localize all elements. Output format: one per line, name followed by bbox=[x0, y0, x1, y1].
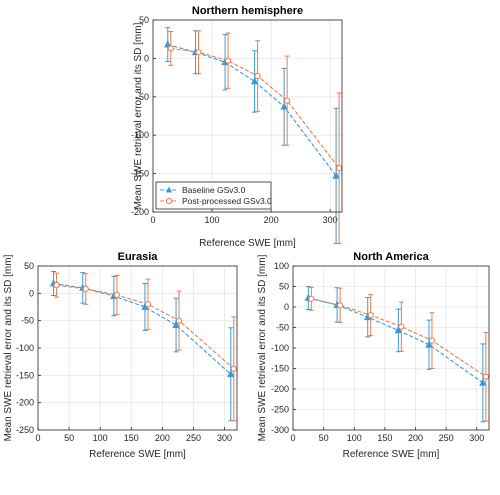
x-tick-label: 250 bbox=[439, 433, 454, 443]
data-point-circle bbox=[398, 323, 405, 330]
data-point-triangle bbox=[425, 340, 433, 348]
y-axis-label: Mean SWE retrieval error and its SD [mm] bbox=[3, 254, 14, 441]
y-tick-label: -300 bbox=[271, 425, 289, 435]
y-tick-label: -200 bbox=[16, 398, 34, 408]
data-point-circle bbox=[113, 291, 120, 299]
x-tick-label: 50 bbox=[64, 433, 74, 443]
y-axis-label: Mean SWE retrieval error and its SD [mm] bbox=[257, 254, 268, 441]
data-point-triangle bbox=[227, 369, 235, 378]
y-tick-label: 50 bbox=[279, 282, 289, 292]
data-point-circle bbox=[335, 165, 343, 172]
data-point-triangle bbox=[394, 325, 402, 334]
x-tick-label: 0 bbox=[150, 215, 155, 225]
legend-triangle-marker bbox=[166, 186, 172, 193]
y-tick-label: -150 bbox=[16, 370, 34, 380]
x-axis-label: Reference SWE [mm] bbox=[343, 449, 440, 460]
y-tick-label: -200 bbox=[271, 384, 289, 394]
y-tick-label: 0 bbox=[29, 288, 34, 298]
data-point-triangle bbox=[479, 378, 487, 386]
legend-circle-marker bbox=[165, 197, 173, 205]
series-post-processed bbox=[308, 286, 489, 422]
x-tick-label: 150 bbox=[124, 433, 139, 443]
plot-frame bbox=[152, 19, 343, 213]
data-point-triangle bbox=[280, 102, 288, 110]
x-tick-label: 300 bbox=[469, 433, 484, 443]
x-tick-label: 200 bbox=[408, 433, 423, 443]
series-line bbox=[311, 298, 487, 378]
x-tick-label: 300 bbox=[217, 433, 232, 443]
data-point-triangle bbox=[164, 40, 172, 48]
x-tick-label: 300 bbox=[323, 215, 338, 225]
data-point-circle bbox=[367, 312, 374, 319]
y-tick-label: -150 bbox=[131, 169, 149, 179]
y-axis-label: Mean SWE retrieval error and its SD [mm] bbox=[133, 22, 144, 209]
data-point-circle bbox=[254, 72, 261, 80]
x-tick-label: 0 bbox=[290, 433, 295, 443]
data-point-triangle bbox=[250, 77, 259, 85]
y-tick-label: -50 bbox=[136, 92, 149, 102]
y-tick-label: 100 bbox=[274, 261, 289, 271]
y-tick-label: -200 bbox=[131, 207, 149, 217]
data-point-circle bbox=[82, 285, 89, 293]
x-axis-label: Reference SWE [mm] bbox=[89, 449, 186, 460]
data-point-circle bbox=[53, 282, 60, 289]
data-point-circle bbox=[195, 49, 202, 56]
data-point-circle bbox=[224, 57, 232, 64]
series-line bbox=[53, 282, 232, 375]
y-tick-label: 0 bbox=[144, 53, 149, 63]
y-tick-label: -100 bbox=[16, 343, 34, 353]
data-point-triangle bbox=[332, 171, 340, 179]
legend-label: Post-processed GSv3.0 bbox=[182, 196, 272, 206]
data-point-circle bbox=[428, 337, 436, 344]
data-point-circle bbox=[308, 295, 315, 302]
y-tick-label: -250 bbox=[16, 425, 34, 435]
chart-title: Northern hemisphere bbox=[192, 5, 303, 17]
data-point-circle bbox=[482, 373, 489, 380]
series-post-processed bbox=[53, 272, 237, 422]
x-tick-label: 250 bbox=[186, 433, 201, 443]
x-tick-label: 200 bbox=[264, 215, 279, 225]
y-tick-label: -50 bbox=[21, 316, 34, 326]
series-post-processed bbox=[167, 30, 343, 244]
y-tick-label: -50 bbox=[276, 323, 289, 333]
x-tick-label: 100 bbox=[347, 433, 362, 443]
x-tick-label: 100 bbox=[205, 215, 220, 225]
y-tick-label: 0 bbox=[284, 302, 289, 312]
plot-frame bbox=[292, 265, 490, 431]
x-axis-label: Reference SWE [mm] bbox=[199, 238, 296, 249]
data-point-circle bbox=[175, 317, 183, 324]
plot-area bbox=[153, 20, 342, 212]
chart-title: Eurasia bbox=[118, 251, 159, 263]
series-line bbox=[170, 47, 340, 169]
data-point-circle bbox=[337, 302, 344, 309]
x-tick-label: 100 bbox=[93, 433, 108, 443]
data-point-circle bbox=[144, 301, 152, 308]
data-point-circle bbox=[167, 45, 174, 52]
x-tick-label: 0 bbox=[35, 433, 40, 443]
data-point-triangle bbox=[172, 320, 180, 328]
chart-title: North America bbox=[353, 251, 429, 263]
x-tick-label: 50 bbox=[319, 433, 329, 443]
legend-label: Baseline GSv3.0 bbox=[182, 185, 246, 195]
data-point-circle bbox=[230, 365, 237, 372]
plot-frame bbox=[37, 265, 238, 431]
x-tick-label: 150 bbox=[377, 433, 392, 443]
y-tick-label: 50 bbox=[24, 261, 34, 271]
data-point-circle bbox=[284, 97, 291, 104]
y-tick-label: -250 bbox=[271, 405, 289, 415]
y-tick-label: -100 bbox=[271, 343, 289, 353]
y-tick-label: -150 bbox=[271, 364, 289, 374]
x-tick-label: 200 bbox=[155, 433, 170, 443]
y-tick-label: -100 bbox=[131, 130, 149, 140]
y-tick-label: 50 bbox=[139, 15, 149, 25]
legend-box bbox=[155, 181, 272, 210]
series-line bbox=[56, 284, 235, 370]
